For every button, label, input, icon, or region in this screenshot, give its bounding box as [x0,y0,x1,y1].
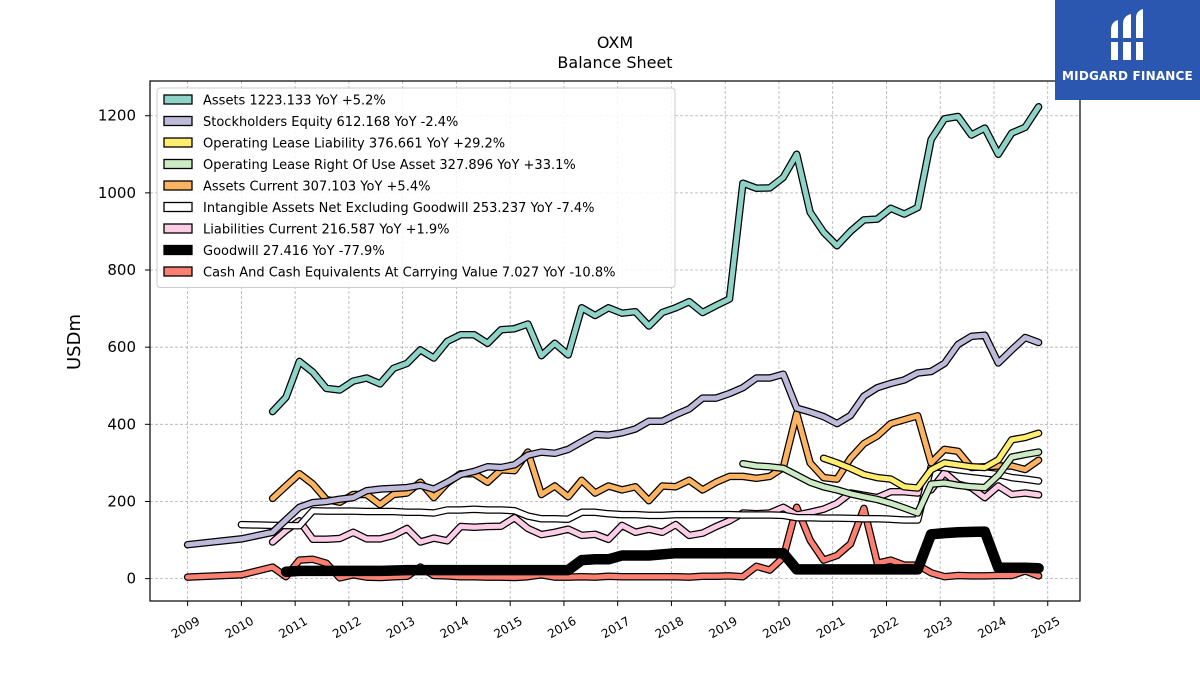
x-tick-label: 2011 [276,614,309,641]
midgard-logo-icon [1111,9,1143,60]
legend-swatch [163,266,193,277]
x-tick-label: 2013 [384,614,417,641]
legend-label: Intangible Assets Net Excluding Goodwill… [203,201,594,216]
legend-label: Cash And Cash Equivalents At Carrying Va… [203,266,615,281]
legend-label: Assets Current 307.103 YoY +5.4% [203,180,430,195]
x-tick-label: 2009 [169,614,202,641]
series-line [270,411,1042,508]
legend-swatch [163,158,193,170]
x-tick-label: 2014 [438,614,471,641]
y-axis-label: USDm [64,314,85,370]
series-operating-lease-right-of-use-asset [739,448,1043,517]
x-tick-label: 2015 [491,614,524,641]
legend-swatch [163,94,193,105]
legend-label: Assets 1223.133 YoY +5.2% [203,94,386,109]
x-tick-label: 2010 [223,614,256,641]
y-tick-label: 200 [107,492,136,510]
series-line [185,332,1042,548]
series-liabilities-current [268,468,1043,546]
x-tick-label: 2012 [330,614,363,641]
series-goodwill [280,526,1044,577]
legend: Assets 1223.133 YoY +5.2% Stockholders Eq… [156,87,676,288]
legend-label: Goodwill 27.416 YoY -77.9% [203,244,385,259]
legend-swatch [163,244,193,256]
series-line [740,449,1042,516]
y-tick-label: 1000 [98,184,136,202]
series-line [821,430,1042,491]
legend-label: Liabilities Current 216.587 YoY +1.9% [203,223,450,238]
x-tick-label: 2018 [653,614,686,641]
legend-swatch [163,115,193,127]
legend-label: Operating Lease Right Of Use Asset 327.8… [203,158,576,173]
x-tick-label: 2023 [922,614,955,641]
y-tick-label: 0 [126,570,136,588]
x-tick-label: 2024 [975,614,1008,641]
x-tick-label: 2021 [814,614,847,641]
legend-label: Stockholders Equity 612.168 YoY -2.4% [203,115,458,130]
x-tick-label: 2019 [706,614,739,641]
y-tick-label: 1200 [98,107,136,125]
chart-title: OXM [597,33,633,52]
x-tick-label: 2016 [545,614,578,641]
legend-box [156,87,676,288]
series-assets-current [268,409,1043,509]
series-intangible-assets-net-excluding-goodwill [237,463,1043,530]
legend-swatch [163,180,193,191]
plot-frame [149,80,1081,602]
series-line [282,527,1043,576]
x-tick-label: 2022 [868,614,901,641]
y-tick-label: 400 [107,415,136,433]
x-tick-label: 2025 [1029,614,1062,641]
chart-subtitle: Balance Sheet [557,53,672,72]
legend-label: Operating Lease Liability 376.661 YoY +2… [203,137,505,152]
series-line [238,464,1042,529]
series-line [270,104,1042,415]
series-line [270,470,1042,545]
brand-name: MIDGARD FINANCE [1062,69,1193,83]
brand-logo: MIDGARD FINANCE [1055,0,1200,100]
legend-swatch [163,201,193,213]
series-operating-lease-liability [819,429,1043,492]
y-tick-label: 800 [107,261,136,279]
legend-swatch [163,223,193,234]
x-tick-label: 2017 [599,614,632,641]
legend-swatch [163,137,193,148]
series-stockholders-equity [183,331,1043,549]
x-tick-label: 2020 [760,614,793,641]
y-tick-label: 600 [107,338,136,356]
series-lines [183,103,1044,582]
series-assets [268,103,1043,416]
